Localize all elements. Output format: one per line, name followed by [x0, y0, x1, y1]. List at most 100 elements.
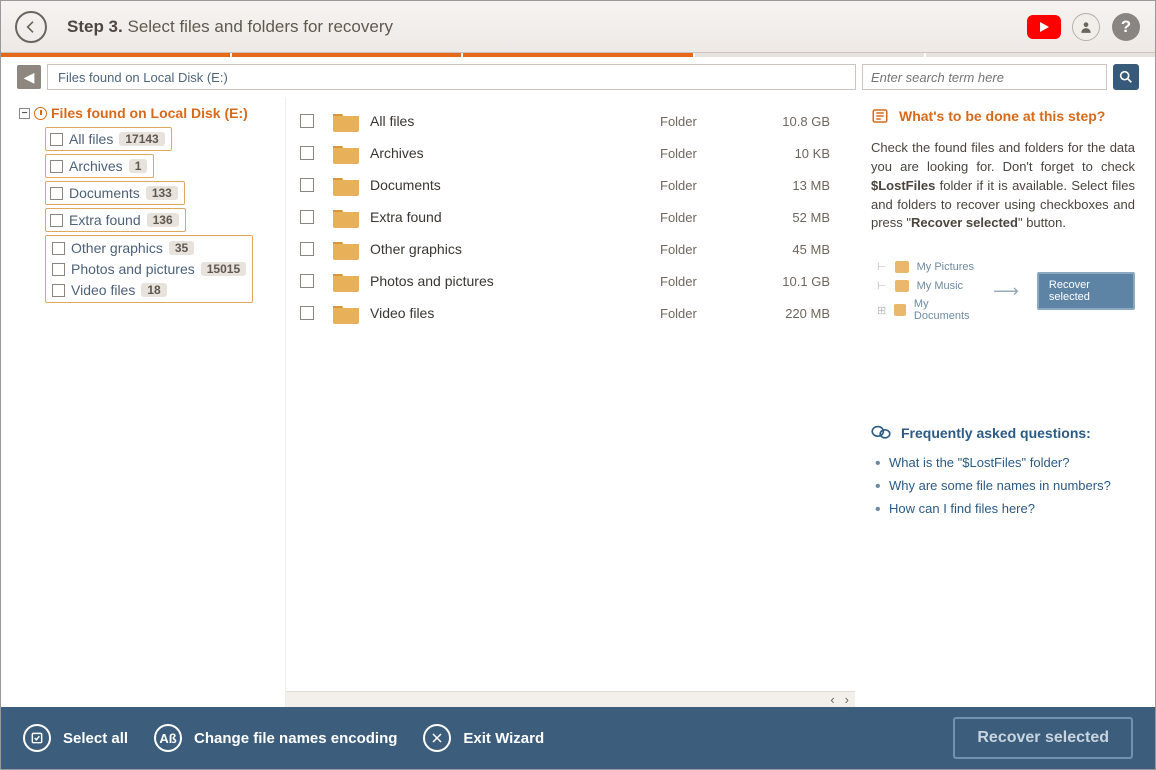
folder-icon [332, 110, 360, 132]
file-row[interactable]: Other graphicsFolder45 MB [298, 233, 855, 265]
faq-link[interactable]: How can I find files here? [889, 497, 1135, 520]
file-size: 52 MB [740, 210, 830, 225]
checkbox-icon[interactable] [300, 306, 314, 320]
file-size: 220 MB [740, 306, 830, 321]
file-type: Folder [660, 210, 740, 225]
tree-item-label: Other graphics [71, 240, 163, 256]
tree-item[interactable]: Documents 133 [45, 181, 185, 205]
tree-item-count: 17143 [119, 132, 164, 146]
checkbox-icon[interactable] [50, 133, 63, 146]
search-input[interactable] [862, 64, 1107, 90]
breadcrumb-back-button[interactable]: ◀ [17, 65, 41, 89]
help-text: Check the found files and folders for th… [871, 139, 1135, 233]
tree-item-label: Documents [69, 185, 140, 201]
file-row[interactable]: All filesFolder10.8 GB [298, 105, 855, 137]
file-name: Other graphics [370, 241, 660, 257]
file-type: Folder [660, 306, 740, 321]
faq-link[interactable]: What is the "$LostFiles" folder? [889, 451, 1135, 474]
tree-item[interactable]: Photos and pictures 15015 [50, 260, 248, 278]
tree-item-count: 136 [147, 213, 179, 227]
file-row[interactable]: Video filesFolder220 MB [298, 297, 855, 329]
illus-recover-button: Recover selected [1037, 272, 1135, 310]
folder-icon [332, 206, 360, 228]
checkbox-icon[interactable] [300, 146, 314, 160]
account-icon[interactable] [1071, 12, 1101, 42]
file-name: Extra found [370, 209, 660, 225]
step-title: Step 3. Select files and folders for rec… [67, 17, 393, 37]
file-type: Folder [660, 178, 740, 193]
back-button[interactable] [15, 11, 47, 43]
help-icon[interactable]: ? [1111, 12, 1141, 42]
file-name: All files [370, 113, 660, 129]
select-all-button[interactable]: Select all [23, 724, 128, 752]
checkbox-icon[interactable] [300, 178, 314, 192]
checkbox-icon[interactable] [300, 242, 314, 256]
checkbox-icon[interactable] [50, 214, 63, 227]
tree-item[interactable]: Archives 1 [45, 154, 154, 178]
file-size: 10.8 GB [740, 114, 830, 129]
search-button[interactable] [1113, 64, 1139, 90]
recover-selected-button[interactable]: Recover selected [953, 717, 1133, 759]
checkbox-icon[interactable] [50, 160, 63, 173]
file-row[interactable]: DocumentsFolder13 MB [298, 169, 855, 201]
tree-item-label: Video files [71, 282, 135, 298]
file-row[interactable]: Extra foundFolder52 MB [298, 201, 855, 233]
youtube-icon[interactable] [1027, 12, 1061, 42]
tree-item-label: Extra found [69, 212, 141, 228]
file-row[interactable]: ArchivesFolder10 KB [298, 137, 855, 169]
file-name: Documents [370, 177, 660, 193]
file-size: 45 MB [740, 242, 830, 257]
file-type: Folder [660, 242, 740, 257]
tree-item[interactable]: All files17143 [45, 127, 172, 151]
faq-link[interactable]: Why are some file names in numbers? [889, 474, 1135, 497]
header: Step 3. Select files and folders for rec… [1, 1, 1155, 53]
tree-item-count: 35 [169, 241, 194, 255]
file-size: 13 MB [740, 178, 830, 193]
file-name: Photos and pictures [370, 273, 660, 289]
exit-wizard-button[interactable]: Exit Wizard [423, 724, 544, 752]
tree-item-label: Archives [69, 158, 123, 174]
breadcrumb-path[interactable]: Files found on Local Disk (E:) [47, 64, 856, 90]
tree-item-count: 133 [146, 186, 178, 200]
tree-root[interactable]: − Files found on Local Disk (E:) [19, 103, 285, 127]
file-type: Folder [660, 146, 740, 161]
tree-item[interactable]: Other graphics 35 [50, 239, 248, 257]
file-name: Archives [370, 145, 660, 161]
tree-item-count: 18 [141, 283, 166, 297]
checkbox-icon[interactable] [52, 263, 65, 276]
file-name: Video files [370, 305, 660, 321]
folder-icon [332, 174, 360, 196]
scrollbar[interactable]: ‹ › [286, 691, 855, 707]
faq-title: Frequently asked questions: [871, 425, 1135, 441]
tree-item-count: 15015 [201, 262, 246, 276]
tree-expander-icon[interactable]: − [19, 108, 30, 119]
checkbox-icon[interactable] [300, 274, 314, 288]
tree-item[interactable]: Extra found 136 [45, 208, 186, 232]
tree-item-label: Photos and pictures [71, 261, 195, 277]
encoding-button[interactable]: Aß Change file names encoding [154, 724, 397, 752]
tree-item[interactable]: Video files 18 [50, 281, 248, 299]
file-size: 10.1 GB [740, 274, 830, 289]
checkbox-icon[interactable] [52, 284, 65, 297]
file-row[interactable]: Photos and picturesFolder10.1 GB [298, 265, 855, 297]
scroll-left-icon[interactable]: ‹ [830, 692, 834, 707]
folder-icon [332, 270, 360, 292]
checkbox-icon[interactable] [50, 187, 63, 200]
clock-icon [34, 107, 47, 120]
tree-item-count: 1 [129, 159, 148, 173]
file-list-pane: All filesFolder10.8 GBArchivesFolder10 K… [286, 97, 855, 707]
tree-pane: − Files found on Local Disk (E:) All fil… [1, 97, 286, 707]
checkbox-icon[interactable] [300, 114, 314, 128]
file-type: Folder [660, 114, 740, 129]
help-title: What's to be done at this step? [871, 107, 1135, 125]
checkbox-icon[interactable] [300, 210, 314, 224]
footer: Select all Aß Change file names encoding… [1, 707, 1155, 769]
folder-icon [332, 302, 360, 324]
tree-group: Other graphics 35 Photos and pictures 15015… [45, 235, 253, 303]
checkbox-icon[interactable] [52, 242, 65, 255]
breadcrumb-row: ◀ Files found on Local Disk (E:) [1, 57, 1155, 97]
scroll-right-icon[interactable]: › [845, 692, 849, 707]
faq-list: What is the "$LostFiles" folder?Why are … [871, 451, 1135, 520]
help-illustration: ⊢My Pictures ⊢My Music ⊞My Documents ⟶ R… [877, 257, 1135, 325]
folder-icon [332, 142, 360, 164]
